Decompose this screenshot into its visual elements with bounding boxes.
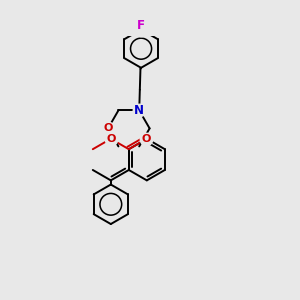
- Text: F: F: [137, 20, 145, 32]
- Text: O: O: [106, 134, 116, 144]
- Text: O: O: [141, 134, 151, 144]
- Text: N: N: [134, 104, 144, 117]
- Text: O: O: [103, 123, 113, 134]
